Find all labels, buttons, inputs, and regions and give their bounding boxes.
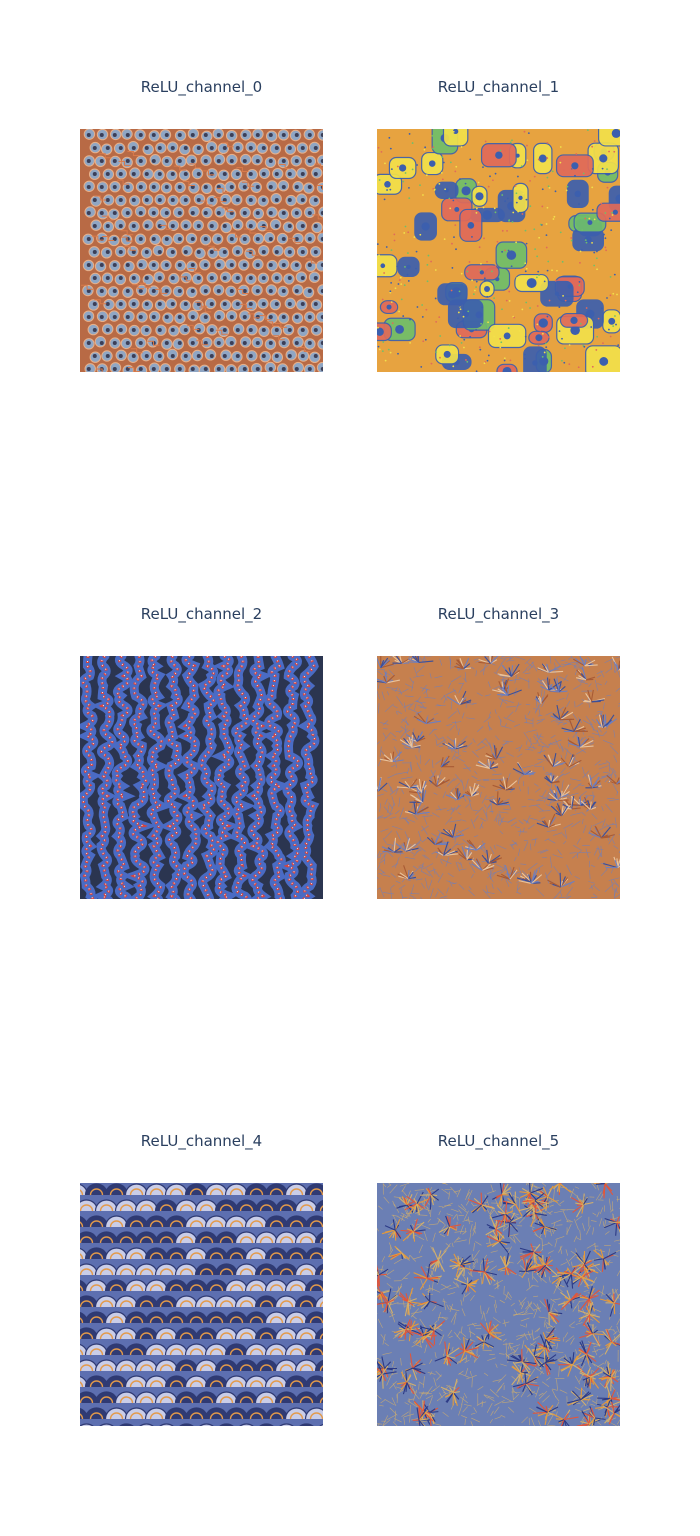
panel-title: ReLU_channel_3 xyxy=(437,605,560,623)
feature-visualization-image xyxy=(377,656,620,899)
feature-visualization-image xyxy=(80,129,323,372)
panel-title: ReLU_channel_5 xyxy=(437,1132,560,1150)
panel-title: ReLU_channel_0 xyxy=(140,78,263,96)
feature-visualization-image xyxy=(80,1183,323,1426)
panel-title: ReLU_channel_1 xyxy=(437,78,560,96)
panel-title: ReLU_channel_4 xyxy=(140,1132,263,1150)
feature-visualization-image xyxy=(80,656,323,899)
feature-visualization-image xyxy=(377,1183,620,1426)
panel-title: ReLU_channel_2 xyxy=(140,605,263,623)
feature-visualization-image xyxy=(377,129,620,372)
